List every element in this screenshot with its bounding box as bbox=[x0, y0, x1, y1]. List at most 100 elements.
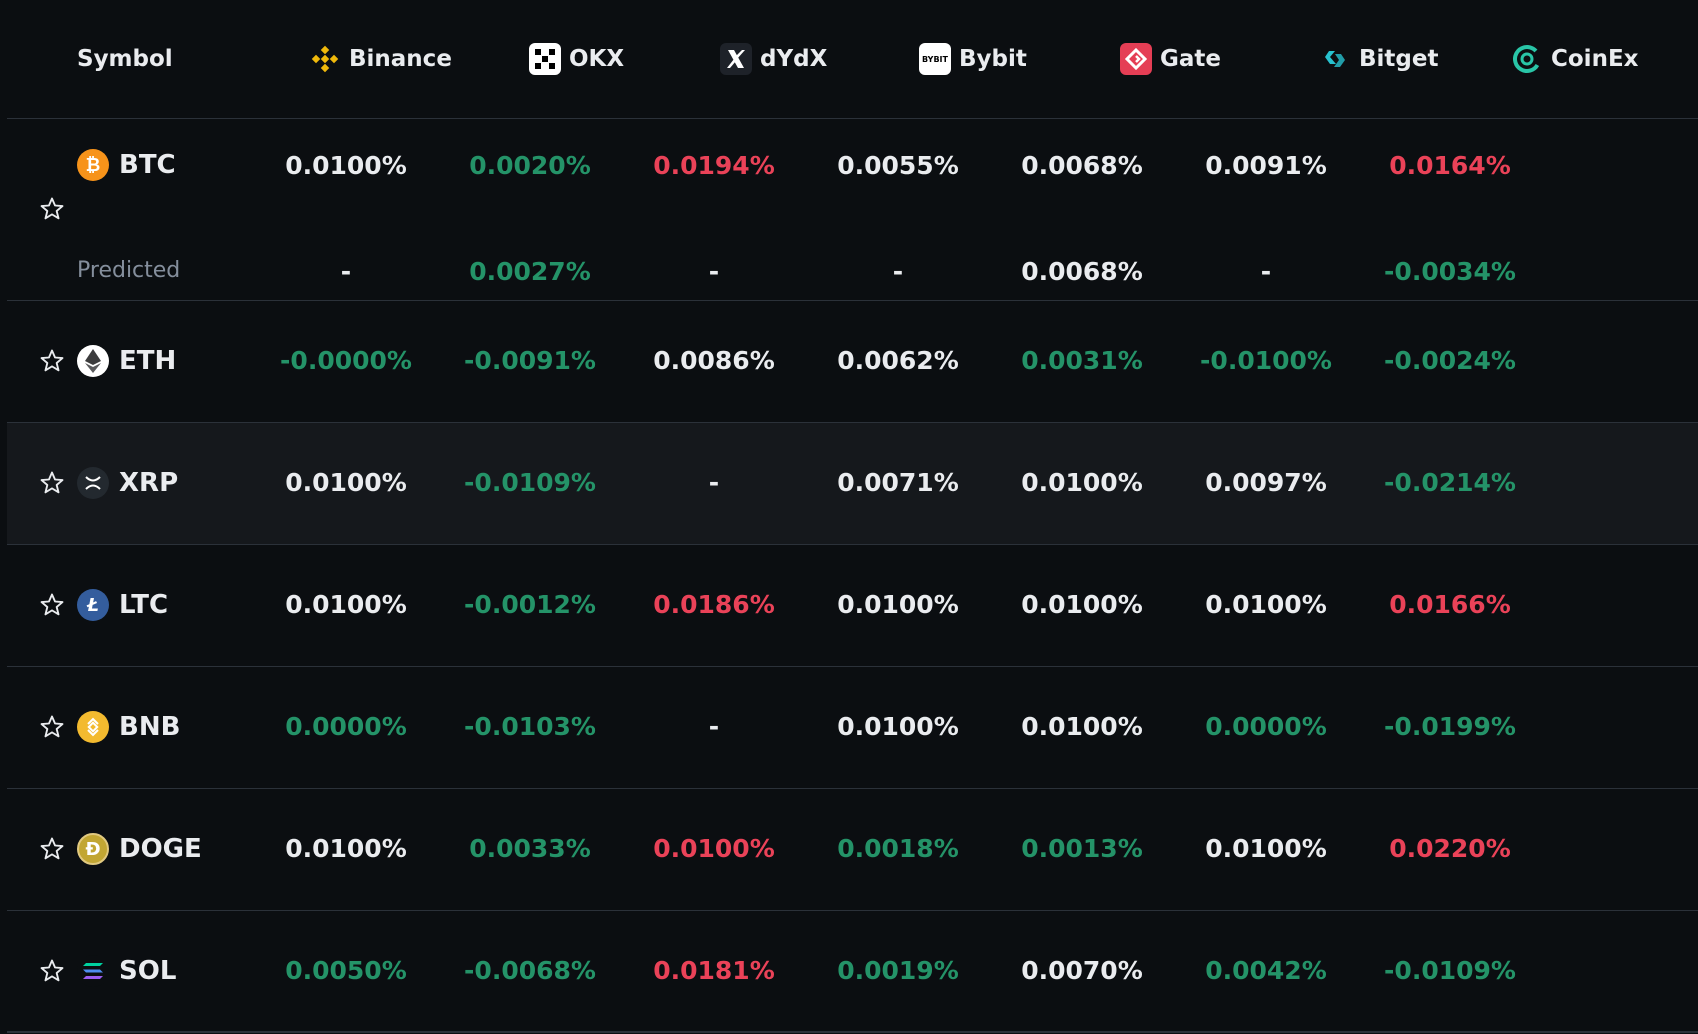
symbol-cell: ₿ BTC bbox=[77, 149, 176, 181]
exchange-name: CoinEx bbox=[1551, 46, 1639, 72]
funding-rate-cell-okx: -0.0103% bbox=[464, 712, 596, 741]
bybit-column-header[interactable]: BYBIT Bybit bbox=[919, 41, 1027, 77]
bitget-column-header[interactable]: Bitget bbox=[1319, 41, 1438, 77]
binance-logo-icon bbox=[309, 43, 341, 75]
bybit-logo-icon: BYBIT bbox=[919, 43, 951, 75]
predicted-rate-cell-okx: 0.0027% bbox=[469, 257, 591, 286]
symbol-label: DOGE bbox=[119, 834, 202, 864]
funding-rate-cell-okx: 0.0033% bbox=[469, 834, 591, 863]
funding-rate-cell-bybit: 0.0019% bbox=[837, 956, 959, 985]
table-row-ltc[interactable]: Ł LTC 0.0100% -0.0012% 0.0186% 0.0100% 0.010… bbox=[7, 545, 1698, 667]
funding-rate-cell-binance: 0.0100% bbox=[285, 834, 407, 863]
funding-rate-cell-gate: 0.0070% bbox=[1021, 956, 1143, 985]
funding-rate-cell-coinex: 0.0164% bbox=[1389, 151, 1511, 180]
funding-rate-cell-coinex: 0.0220% bbox=[1389, 834, 1511, 863]
star-icon[interactable] bbox=[38, 469, 66, 497]
star-icon[interactable] bbox=[38, 713, 66, 741]
funding-rate-cell-gate: 0.0100% bbox=[1021, 468, 1143, 497]
funding-rate-cell-bybit: 0.0055% bbox=[837, 151, 959, 180]
funding-rate-cell-binance: 0.0050% bbox=[285, 956, 407, 985]
funding-rate-cell-bitget: 0.0100% bbox=[1205, 590, 1327, 619]
symbol-label: BNB bbox=[119, 712, 181, 742]
symbol-cell: BNB bbox=[77, 711, 180, 743]
funding-rate-cell-coinex: -0.0024% bbox=[1384, 346, 1516, 375]
bitget-logo-icon bbox=[1319, 43, 1351, 75]
funding-rate-cell-binance: 0.0000% bbox=[285, 712, 407, 741]
table-row-bnb[interactable]: BNB 0.0000% -0.0103% - 0.0100% 0.0100% 0.0000… bbox=[7, 667, 1698, 789]
symbol-label: XRP bbox=[119, 468, 179, 498]
star-icon[interactable] bbox=[38, 347, 66, 375]
funding-rate-cell-bitget: -0.0100% bbox=[1200, 346, 1332, 375]
table-row-btc[interactable]: ₿ BTC 0.0100% 0.0020% 0.0194% 0.0055% 0.0068… bbox=[7, 119, 1698, 301]
symbol-cell: ETH bbox=[77, 345, 176, 377]
funding-rate-table: Symbol Binance bbox=[7, 0, 1698, 1033]
coinex-column-header[interactable]: CoinEx bbox=[1511, 41, 1639, 77]
okx-logo-icon bbox=[529, 43, 561, 75]
funding-rate-cell-dydx: 0.0100% bbox=[653, 834, 775, 863]
dydx-logo-icon bbox=[720, 43, 752, 75]
dydx-column-header[interactable]: dYdX bbox=[720, 41, 827, 77]
funding-rate-cell-bitget: 0.0042% bbox=[1205, 956, 1327, 985]
predicted-rate-cell-coinex: -0.0034% bbox=[1384, 257, 1516, 286]
gate-column-header[interactable]: Gate bbox=[1120, 41, 1221, 77]
litecoin-icon: Ł bbox=[77, 589, 109, 621]
funding-rate-cell-coinex: -0.0199% bbox=[1384, 712, 1516, 741]
table-row-eth[interactable]: ETH -0.0000% -0.0091% 0.0086% 0.0062% 0.0031… bbox=[7, 301, 1698, 423]
star-icon[interactable] bbox=[38, 591, 66, 619]
funding-rate-cell-dydx: 0.0186% bbox=[653, 590, 775, 619]
gate-logo-icon bbox=[1120, 43, 1152, 75]
funding-rate-cell-bybit: 0.0062% bbox=[837, 346, 959, 375]
exchange-name: Gate bbox=[1160, 46, 1221, 72]
symbol-column-header[interactable]: Symbol bbox=[77, 46, 173, 72]
dogecoin-icon: Ð bbox=[77, 833, 109, 865]
funding-rate-cell-gate: 0.0068% bbox=[1021, 151, 1143, 180]
okx-column-header[interactable]: OKX bbox=[529, 41, 624, 77]
funding-rate-cell-binance: 0.0100% bbox=[285, 151, 407, 180]
funding-rate-cell-bitget: 0.0000% bbox=[1205, 712, 1327, 741]
bnb-icon bbox=[77, 711, 109, 743]
symbol-cell: Ł LTC bbox=[77, 589, 168, 621]
funding-rate-cell-bybit: 0.0071% bbox=[837, 468, 959, 497]
funding-rate-cell-bitget: 0.0100% bbox=[1205, 834, 1327, 863]
symbol-cell: SOL bbox=[77, 955, 176, 987]
star-icon[interactable] bbox=[38, 195, 66, 223]
funding-rate-cell-okx: 0.0020% bbox=[469, 151, 591, 180]
funding-rate-cell-okx: -0.0109% bbox=[464, 468, 596, 497]
bitcoin-icon: ₿ bbox=[77, 149, 109, 181]
funding-rate-cell-gate: 0.0100% bbox=[1021, 712, 1143, 741]
predicted-rate-cell-bybit: - bbox=[892, 257, 904, 286]
predicted-rate-cell-gate: 0.0068% bbox=[1021, 257, 1143, 286]
funding-rate-cell-coinex: -0.0214% bbox=[1384, 468, 1516, 497]
ethereum-icon bbox=[77, 345, 109, 377]
star-icon[interactable] bbox=[38, 835, 66, 863]
table-row-doge[interactable]: Ð DOGE 0.0100% 0.0033% 0.0100% 0.0018% 0.001… bbox=[7, 789, 1698, 911]
funding-rate-cell-bybit: 0.0100% bbox=[837, 590, 959, 619]
solana-icon bbox=[77, 955, 109, 987]
funding-rate-cell-dydx: 0.0181% bbox=[653, 956, 775, 985]
funding-rate-cell-dydx: - bbox=[708, 468, 720, 497]
funding-rate-cell-gate: 0.0100% bbox=[1021, 590, 1143, 619]
funding-rate-cell-coinex: 0.0166% bbox=[1389, 590, 1511, 619]
table-row-sol[interactable]: SOL 0.0050% -0.0068% 0.0181% 0.0019% 0.0070%… bbox=[7, 911, 1698, 1033]
funding-rate-cell-bitget: 0.0091% bbox=[1205, 151, 1327, 180]
funding-rate-cell-bitget: 0.0097% bbox=[1205, 468, 1327, 497]
binance-column-header[interactable]: Binance bbox=[309, 41, 452, 77]
star-icon[interactable] bbox=[38, 957, 66, 985]
funding-rate-cell-okx: -0.0012% bbox=[464, 590, 596, 619]
funding-rate-cell-gate: 0.0013% bbox=[1021, 834, 1143, 863]
funding-rate-cell-dydx: 0.0194% bbox=[653, 151, 775, 180]
exchange-name: OKX bbox=[569, 46, 625, 72]
funding-rate-cell-coinex: -0.0109% bbox=[1384, 956, 1516, 985]
symbol-label: SOL bbox=[119, 956, 177, 986]
funding-rate-cell-bybit: 0.0100% bbox=[837, 712, 959, 741]
funding-rate-cell-dydx: - bbox=[708, 712, 720, 741]
predicted-rate-cell-bitget: - bbox=[1260, 257, 1272, 286]
symbol-cell: Ð DOGE bbox=[77, 833, 202, 865]
exchange-name: Bybit bbox=[959, 46, 1027, 72]
table-row-xrp[interactable]: XRP 0.0100% -0.0109% - 0.0071% 0.0100% 0.0097… bbox=[7, 423, 1698, 545]
symbol-label: LTC bbox=[119, 590, 169, 620]
symbol-cell: XRP bbox=[77, 467, 178, 499]
exchange-name: dYdX bbox=[760, 46, 828, 72]
symbol-label: BTC bbox=[119, 150, 176, 180]
xrp-icon bbox=[77, 467, 109, 499]
